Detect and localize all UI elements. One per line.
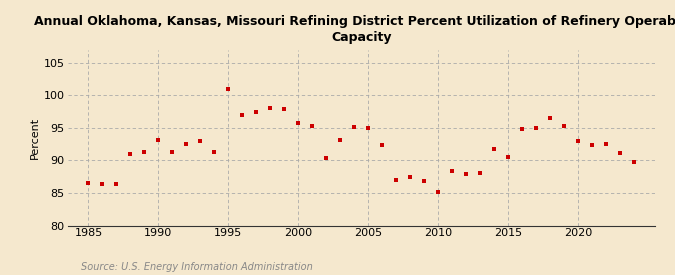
- Point: [545, 116, 556, 120]
- Point: [223, 86, 234, 91]
- Point: [404, 175, 415, 180]
- Point: [237, 112, 248, 117]
- Point: [447, 169, 458, 173]
- Point: [475, 170, 485, 175]
- Point: [362, 126, 373, 131]
- Point: [167, 150, 178, 155]
- Point: [139, 150, 150, 155]
- Point: [209, 150, 220, 154]
- Point: [97, 182, 108, 186]
- Point: [349, 125, 360, 129]
- Point: [335, 138, 346, 142]
- Point: [572, 139, 583, 143]
- Point: [321, 156, 331, 161]
- Point: [614, 151, 625, 155]
- Point: [628, 160, 639, 164]
- Point: [460, 172, 471, 176]
- Point: [153, 138, 164, 142]
- Point: [265, 106, 275, 110]
- Point: [391, 178, 402, 182]
- Point: [279, 107, 290, 111]
- Point: [125, 152, 136, 156]
- Point: [433, 189, 443, 194]
- Point: [181, 142, 192, 146]
- Point: [418, 178, 429, 183]
- Point: [587, 142, 597, 147]
- Point: [558, 124, 569, 129]
- Y-axis label: Percent: Percent: [30, 116, 40, 159]
- Point: [251, 110, 262, 114]
- Title: Annual Oklahoma, Kansas, Missouri Refining District Percent Utilization of Refin: Annual Oklahoma, Kansas, Missouri Refini…: [34, 15, 675, 44]
- Point: [111, 182, 122, 187]
- Point: [377, 143, 387, 147]
- Point: [195, 139, 206, 143]
- Point: [306, 123, 317, 128]
- Point: [531, 125, 541, 130]
- Text: Source: U.S. Energy Information Administration: Source: U.S. Energy Information Administ…: [81, 262, 313, 272]
- Point: [83, 181, 94, 185]
- Point: [601, 142, 612, 146]
- Point: [516, 127, 527, 131]
- Point: [489, 146, 500, 151]
- Point: [293, 121, 304, 125]
- Point: [502, 155, 513, 159]
